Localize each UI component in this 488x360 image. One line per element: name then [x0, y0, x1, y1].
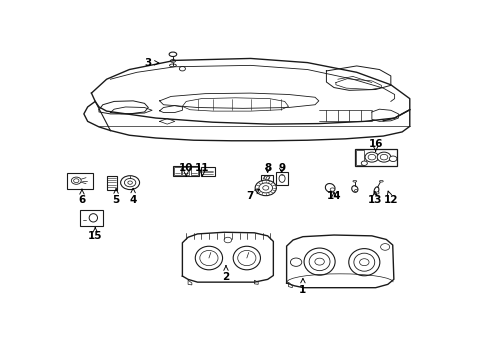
Text: 12: 12: [383, 191, 397, 205]
Bar: [190, 167, 197, 175]
Text: 7: 7: [245, 189, 259, 201]
Circle shape: [124, 179, 136, 187]
Ellipse shape: [169, 52, 176, 57]
Text: 13: 13: [367, 192, 382, 205]
Text: 5: 5: [112, 189, 120, 205]
Text: 9: 9: [278, 163, 285, 174]
Text: 8: 8: [264, 163, 271, 174]
Circle shape: [380, 244, 389, 250]
Ellipse shape: [200, 251, 218, 266]
Polygon shape: [188, 280, 191, 285]
Text: 15: 15: [88, 228, 102, 241]
Ellipse shape: [233, 246, 260, 270]
Circle shape: [365, 152, 378, 162]
Bar: [80, 210, 102, 226]
Circle shape: [259, 183, 272, 193]
Polygon shape: [254, 280, 258, 284]
Ellipse shape: [351, 186, 357, 192]
Bar: [106, 176, 117, 190]
Bar: [201, 167, 214, 176]
Circle shape: [71, 177, 81, 184]
Ellipse shape: [325, 184, 334, 192]
Polygon shape: [288, 282, 292, 288]
Text: 10: 10: [179, 163, 193, 176]
Text: 4: 4: [129, 188, 137, 205]
Ellipse shape: [169, 64, 176, 67]
Text: 1: 1: [299, 278, 306, 296]
Ellipse shape: [379, 180, 383, 182]
Circle shape: [224, 237, 231, 243]
Circle shape: [255, 180, 276, 195]
Bar: [355, 150, 364, 165]
Ellipse shape: [170, 59, 175, 62]
Ellipse shape: [359, 259, 368, 266]
Bar: [276, 172, 287, 185]
Text: 14: 14: [326, 191, 341, 201]
Circle shape: [361, 161, 366, 166]
Bar: [173, 166, 198, 176]
Circle shape: [380, 154, 387, 160]
Circle shape: [388, 156, 396, 162]
Bar: [182, 167, 189, 175]
Text: 3: 3: [144, 58, 159, 68]
Ellipse shape: [308, 253, 329, 271]
Text: 11: 11: [195, 163, 209, 176]
Ellipse shape: [304, 248, 334, 275]
Ellipse shape: [237, 251, 255, 266]
Bar: [354, 149, 396, 166]
Ellipse shape: [373, 187, 378, 194]
Bar: [174, 167, 181, 175]
Circle shape: [127, 181, 132, 184]
Circle shape: [367, 154, 375, 160]
Ellipse shape: [354, 190, 357, 192]
Ellipse shape: [89, 214, 97, 222]
Circle shape: [74, 179, 79, 183]
Bar: [67, 173, 92, 189]
Text: 16: 16: [367, 139, 382, 152]
Circle shape: [290, 258, 301, 266]
Text: 2: 2: [222, 266, 229, 282]
Ellipse shape: [348, 249, 379, 276]
Ellipse shape: [329, 188, 334, 191]
Circle shape: [262, 186, 268, 190]
Ellipse shape: [353, 253, 374, 271]
Circle shape: [376, 152, 390, 162]
Circle shape: [264, 176, 269, 180]
Text: 6: 6: [78, 189, 85, 205]
Circle shape: [121, 176, 139, 190]
Ellipse shape: [352, 180, 356, 182]
Bar: [261, 175, 272, 183]
Ellipse shape: [195, 246, 222, 270]
Ellipse shape: [314, 258, 324, 265]
Ellipse shape: [375, 192, 378, 194]
Circle shape: [179, 67, 185, 71]
Ellipse shape: [279, 175, 285, 183]
